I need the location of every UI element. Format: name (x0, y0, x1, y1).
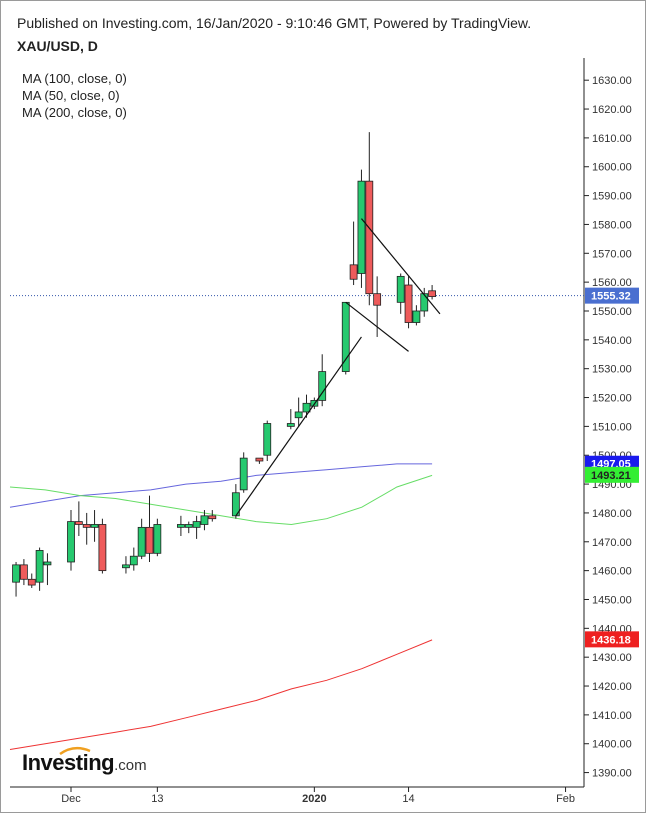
candle-body (184, 524, 193, 528)
ma50-price-label-bg (585, 466, 639, 483)
ma200-price-label: 1436.18 (591, 634, 631, 646)
ma200-line (9, 639, 433, 750)
y-tick-label: 1560.00 (592, 277, 632, 289)
candle-body (396, 275, 405, 303)
candle-body (420, 293, 429, 312)
pennant-upper-line (360, 218, 441, 315)
y-tick-label: 1630.00 (592, 75, 632, 87)
y-tick-label: 1470.00 (592, 537, 632, 549)
y-tick-label: 1510.00 (592, 421, 632, 433)
candle-body (412, 310, 421, 323)
candle-body (255, 457, 264, 462)
candle-body (19, 564, 28, 580)
y-tick-label: 1390.00 (592, 768, 632, 780)
candle-body (263, 423, 272, 456)
candle-body (153, 524, 162, 554)
y-tick-label: 1430.00 (592, 652, 632, 664)
candle-body (43, 561, 52, 566)
x-tick-label: Feb (556, 793, 575, 805)
candle-body (200, 515, 209, 525)
pennant-lower-line (345, 301, 409, 352)
candle-body (428, 290, 437, 297)
x-tick-label: Dec (61, 793, 81, 805)
y-tick-label: 1610.00 (592, 133, 632, 145)
current-price-label-bg (585, 287, 639, 304)
ma100-line (9, 463, 433, 508)
candle-body (82, 524, 91, 528)
current-price-label: 1555.32 (591, 291, 631, 303)
x-tick-label: 2020 (302, 793, 326, 805)
candle-body (373, 293, 382, 306)
y-tick-label: 1540.00 (592, 335, 632, 347)
candle-body (404, 284, 413, 323)
y-tick-label: 1450.00 (592, 594, 632, 606)
ma200-price-label-bg (585, 631, 639, 648)
candle-body (74, 521, 83, 525)
candle-body (294, 411, 303, 419)
y-tick-label: 1600.00 (592, 162, 632, 174)
y-tick-label: 1590.00 (592, 191, 632, 203)
y-tick-label: 1550.00 (592, 306, 632, 318)
candle-body (239, 457, 248, 491)
candle-body (286, 423, 295, 427)
candle-body (192, 521, 201, 528)
legend-ma200: MA (200, close, 0) (22, 105, 127, 120)
candle-body (122, 564, 130, 569)
y-tick-label: 1570.00 (592, 248, 632, 260)
logo-swoosh-icon (59, 746, 91, 756)
candle-body (349, 264, 358, 280)
y-tick-label: 1400.00 (592, 739, 632, 751)
candle-body (357, 180, 366, 274)
y-tick-label: 1410.00 (592, 710, 632, 722)
ma50-price-label: 1493.21 (591, 470, 631, 482)
y-tick-label: 1460.00 (592, 566, 632, 578)
candle-body (341, 301, 350, 372)
candle-body (35, 550, 44, 583)
candle-body (176, 524, 185, 528)
candle-body (318, 371, 327, 401)
legend-ma100: MA (100, close, 0) (22, 71, 127, 86)
candle-body (145, 526, 154, 554)
y-tick-label: 1420.00 (592, 681, 632, 693)
y-tick-label: 1580.00 (592, 219, 632, 231)
candle-body (12, 564, 20, 583)
y-tick-label: 1530.00 (592, 364, 632, 376)
candle-body (27, 578, 36, 586)
published-line: Published on Investing.com, 16/Jan/2020 … (17, 15, 532, 31)
candle-body (67, 521, 75, 563)
candle-body (365, 180, 374, 295)
y-tick-label: 1480.00 (592, 508, 632, 520)
x-tick-label: 13 (151, 793, 163, 805)
candle-body (137, 526, 146, 557)
ma50-line (9, 474, 433, 526)
flagpole-line (235, 336, 362, 517)
symbol-title: XAU/USD, D (17, 38, 98, 54)
candle-body (98, 524, 107, 572)
y-tick-label: 1620.00 (592, 104, 632, 116)
legend-ma50: MA (50, close, 0) (22, 88, 120, 103)
candle-body (208, 515, 217, 520)
y-tick-label: 1520.00 (592, 393, 632, 405)
investing-logo: Investing.com (22, 750, 147, 775)
candle-body (90, 524, 99, 528)
candle-body (302, 402, 311, 413)
candle-body (129, 555, 138, 566)
x-tick-label: 14 (402, 793, 414, 805)
